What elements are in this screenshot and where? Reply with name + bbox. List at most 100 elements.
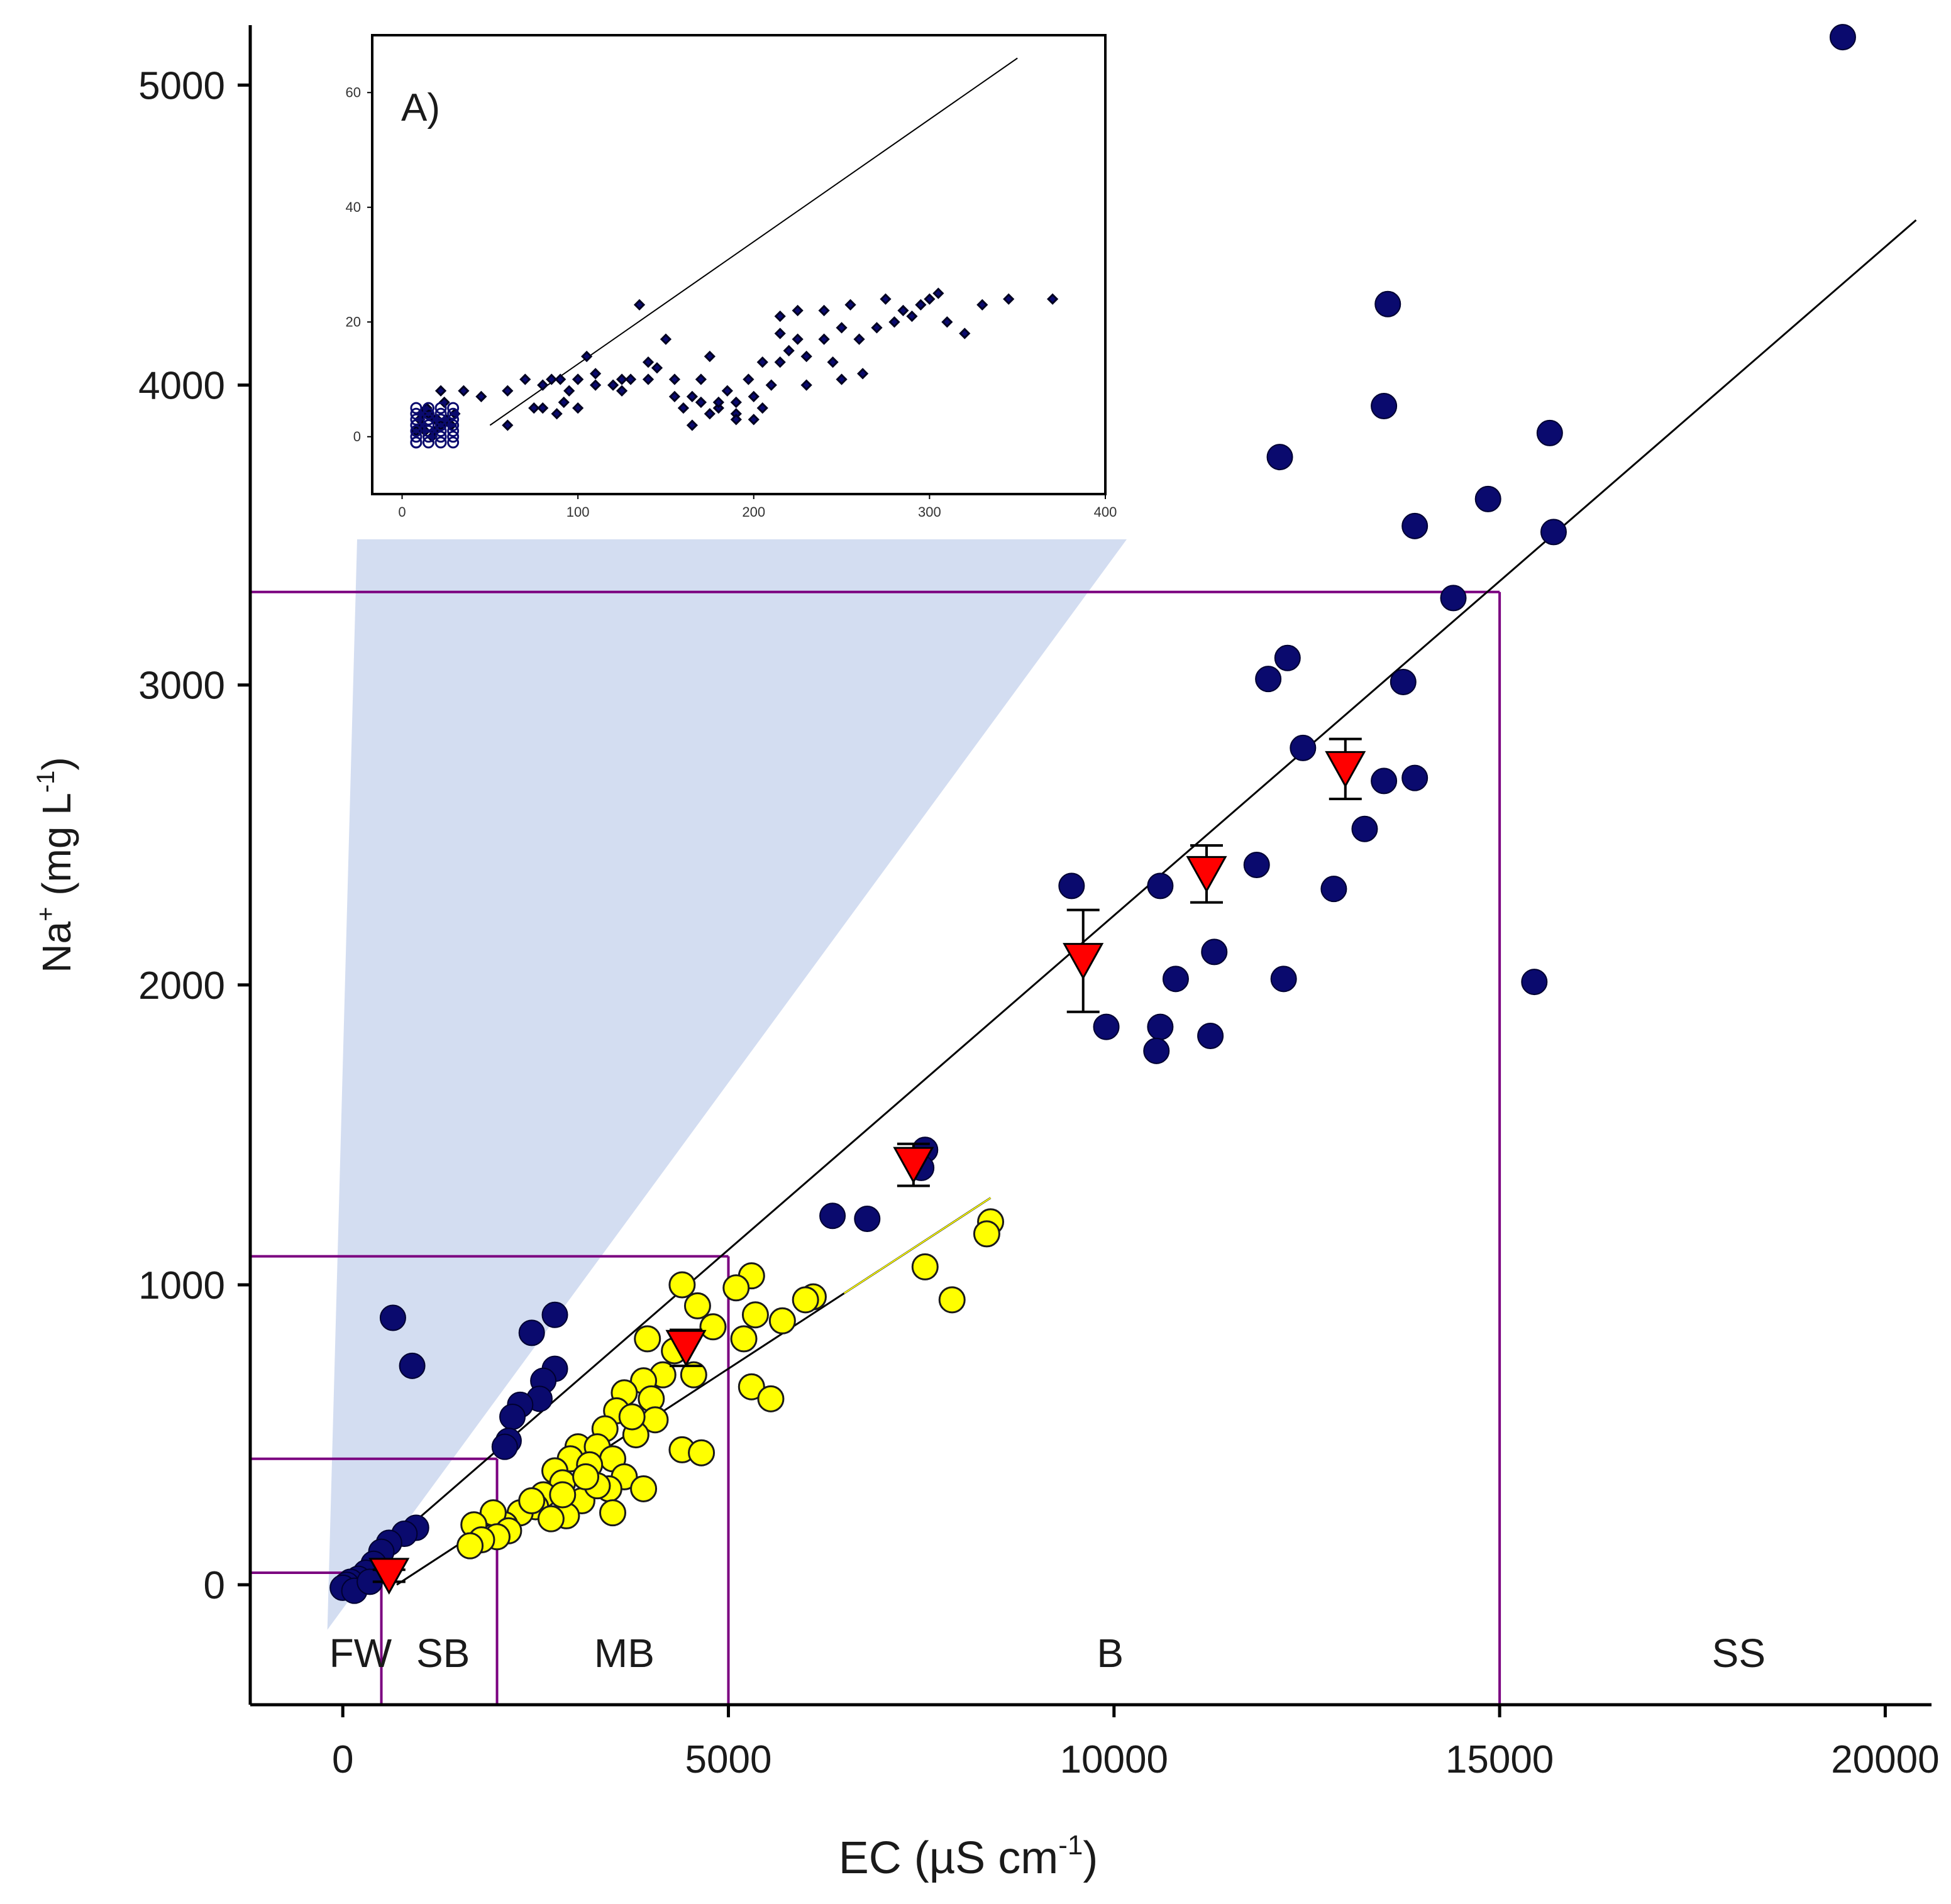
inset-point (551, 408, 563, 420)
inset-point (976, 299, 988, 311)
yellow-point (911, 1253, 939, 1280)
inset-point (836, 373, 848, 385)
inset-point (537, 379, 549, 391)
zone-labels: FW SB MB B SS (329, 1631, 1766, 1676)
zoom-highlight-triangle (327, 539, 1127, 1630)
inset-y-tick-label: 60 (346, 84, 361, 100)
inset-point (906, 311, 918, 322)
zone-label: SS (1712, 1631, 1766, 1676)
inset-point (800, 379, 812, 391)
blue-point (399, 1352, 426, 1379)
blue-point (1351, 815, 1378, 842)
inset-x-tick-label: 200 (742, 504, 765, 520)
y-tick-label: 0 (204, 1564, 225, 1607)
inset-point (686, 419, 699, 431)
inset-point (434, 436, 447, 449)
inset-point (447, 419, 460, 431)
inset-point (827, 356, 839, 368)
blue-point (1401, 512, 1429, 539)
blue-point (491, 1433, 518, 1460)
zone-label: MB (594, 1631, 655, 1676)
blue-point (1274, 644, 1301, 671)
inset-y-tick-label: 20 (346, 314, 361, 329)
blue-point (1390, 668, 1417, 695)
zone-label: B (1097, 1631, 1124, 1676)
inset-point (704, 408, 716, 420)
inset-x-tick-label: 300 (918, 504, 941, 520)
inset-point (871, 322, 883, 334)
inset-point (668, 390, 681, 402)
fit-line-all (334, 219, 1917, 1592)
inset-point (528, 402, 540, 414)
mean-marker (893, 1147, 934, 1184)
mean-marker (1186, 856, 1227, 893)
x-tick-label: 5000 (685, 1738, 772, 1781)
inset-point (695, 396, 707, 409)
inset-point (434, 425, 447, 437)
yellow-point (549, 1481, 577, 1509)
inset-point (410, 436, 423, 449)
yellow-point (456, 1532, 484, 1560)
inset-point (756, 356, 768, 368)
inset-point (792, 333, 804, 345)
inset-point (555, 373, 567, 385)
inset-point (449, 408, 461, 420)
inset-point (624, 373, 637, 385)
blue-point (1374, 290, 1401, 317)
inset-point (730, 396, 742, 409)
inset-point (589, 379, 602, 391)
inset-point (410, 425, 423, 437)
mean-marker (665, 1329, 707, 1367)
inset-point (616, 373, 628, 385)
blue-point (1320, 876, 1347, 903)
inset-x-tick-label: 100 (567, 504, 590, 520)
inset-point (1003, 293, 1015, 305)
inset-point (695, 373, 707, 385)
inset-point (581, 350, 593, 363)
blue-point (499, 1403, 526, 1430)
inset-point (748, 414, 760, 426)
blue-point (1243, 852, 1270, 878)
inset-point (607, 379, 619, 391)
data-points (329, 24, 1856, 1604)
yellow-point (722, 1274, 750, 1302)
zone-label: FW (329, 1631, 392, 1676)
blue-point (1201, 938, 1228, 966)
inset-point (704, 350, 716, 363)
inset-point (783, 344, 795, 356)
y-axis-title-sup1: + (32, 907, 60, 922)
inset-point (422, 431, 434, 443)
yellow-point (938, 1286, 966, 1314)
inset-point (748, 390, 760, 402)
inset-point (422, 413, 434, 426)
blue-point (1474, 485, 1501, 512)
inset-point (853, 333, 865, 345)
inset-point (519, 373, 531, 385)
inset-point (792, 304, 804, 317)
yellow-point (572, 1463, 600, 1490)
blue-point (1197, 1022, 1224, 1049)
x-tick-label: 0 (332, 1738, 353, 1781)
y-axis-title-sup2: -1 (32, 771, 60, 793)
yellow-point (634, 1325, 661, 1353)
inset-point (447, 425, 460, 437)
blue-point (1255, 666, 1282, 693)
inset-point (447, 436, 460, 449)
blue-point (1093, 1013, 1120, 1040)
inset-point (616, 385, 628, 397)
inset-point (668, 373, 681, 385)
inset-point (642, 373, 655, 385)
inset-fit-line (489, 57, 1018, 426)
inset-x-tick-label: 0 (398, 504, 406, 520)
inset-point (422, 436, 434, 449)
blue-point (1147, 1013, 1174, 1040)
blue-point (1521, 969, 1548, 996)
inset-point (642, 356, 655, 368)
inset-point (422, 425, 434, 437)
salinity-zone-boundaries (250, 590, 1501, 1705)
inset-point (1046, 293, 1059, 305)
yellow-point (680, 1361, 707, 1389)
inset-x-tick-label: 400 (1094, 504, 1117, 520)
inset-point (475, 390, 487, 402)
